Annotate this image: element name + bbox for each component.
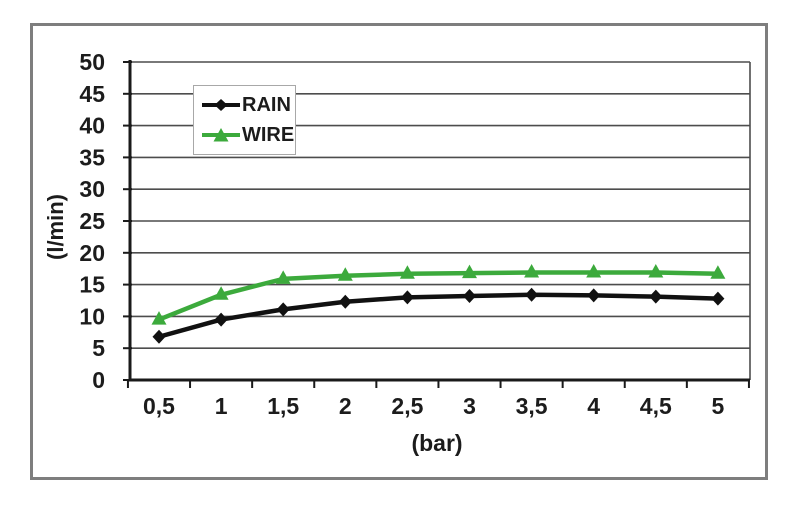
triangle-marker-icon: [710, 265, 726, 279]
diamond-marker-icon: [152, 329, 166, 344]
legend-item-wire: WIRE: [201, 124, 295, 147]
x-tick-label: 3,5: [516, 393, 548, 419]
y-tick-label: 35: [79, 144, 105, 170]
legend-label: RAIN: [242, 93, 291, 116]
triangle-marker-icon: [202, 128, 240, 142]
figure-frame: [30, 23, 768, 480]
y-tick-label: 30: [79, 176, 105, 202]
diamond-marker-icon: [711, 291, 725, 306]
x-tick-label: 4: [587, 393, 600, 419]
legend-label: WIRE: [242, 123, 295, 146]
series-line-rain: [156, 292, 721, 340]
x-tick-label: 2,5: [391, 393, 423, 419]
triangle-marker-icon: [399, 265, 415, 279]
x-tick-label: 0,5: [143, 393, 175, 419]
x-tick-label: 4,5: [640, 393, 672, 419]
diamond-marker-icon: [649, 289, 663, 304]
diamond-marker-icon: [276, 302, 290, 317]
x-tick-label: 5: [712, 393, 725, 419]
y-tick-label: 0: [92, 367, 105, 393]
triangle-marker-icon: [648, 264, 664, 278]
y-tick-label: 25: [79, 208, 105, 234]
legend: RAIN WIRE: [193, 85, 296, 155]
diamond-marker-icon: [202, 99, 240, 111]
series-line-wire: [156, 270, 721, 322]
y-tick-label: 45: [79, 81, 105, 107]
y-tick-label: 40: [79, 113, 105, 139]
x-tick-label: 3: [463, 393, 476, 419]
x-tick-label: 1,5: [267, 393, 299, 419]
x-axis-title: (bar): [411, 430, 463, 456]
legend-item-rain: RAIN: [201, 94, 295, 117]
y-tick-label: 5: [92, 335, 105, 361]
x-tick-label: 2: [339, 393, 352, 419]
y-axis-title: (l/min): [43, 194, 68, 260]
y-tick-label: 15: [79, 272, 105, 298]
triangle-marker-icon: [586, 264, 602, 278]
y-tick-label: 20: [79, 240, 105, 266]
triangle-marker-icon: [337, 267, 353, 281]
diamond-marker-icon: [525, 287, 539, 302]
diamond-marker-icon: [587, 288, 601, 303]
diamond-marker-icon: [214, 312, 228, 327]
diamond-marker-icon: [338, 294, 352, 309]
diamond-marker-icon: [463, 289, 476, 304]
triangle-marker-icon: [275, 270, 291, 284]
triangle-marker-icon: [151, 311, 167, 325]
x-tick-label: 1: [215, 393, 228, 419]
triangle-marker-icon: [524, 264, 540, 278]
triangle-marker-icon: [213, 286, 229, 300]
y-tick-label: 10: [79, 303, 105, 329]
y-tick-label: 50: [79, 49, 105, 75]
diamond-marker-icon: [400, 290, 414, 305]
triangle-marker-icon: [462, 264, 477, 279]
